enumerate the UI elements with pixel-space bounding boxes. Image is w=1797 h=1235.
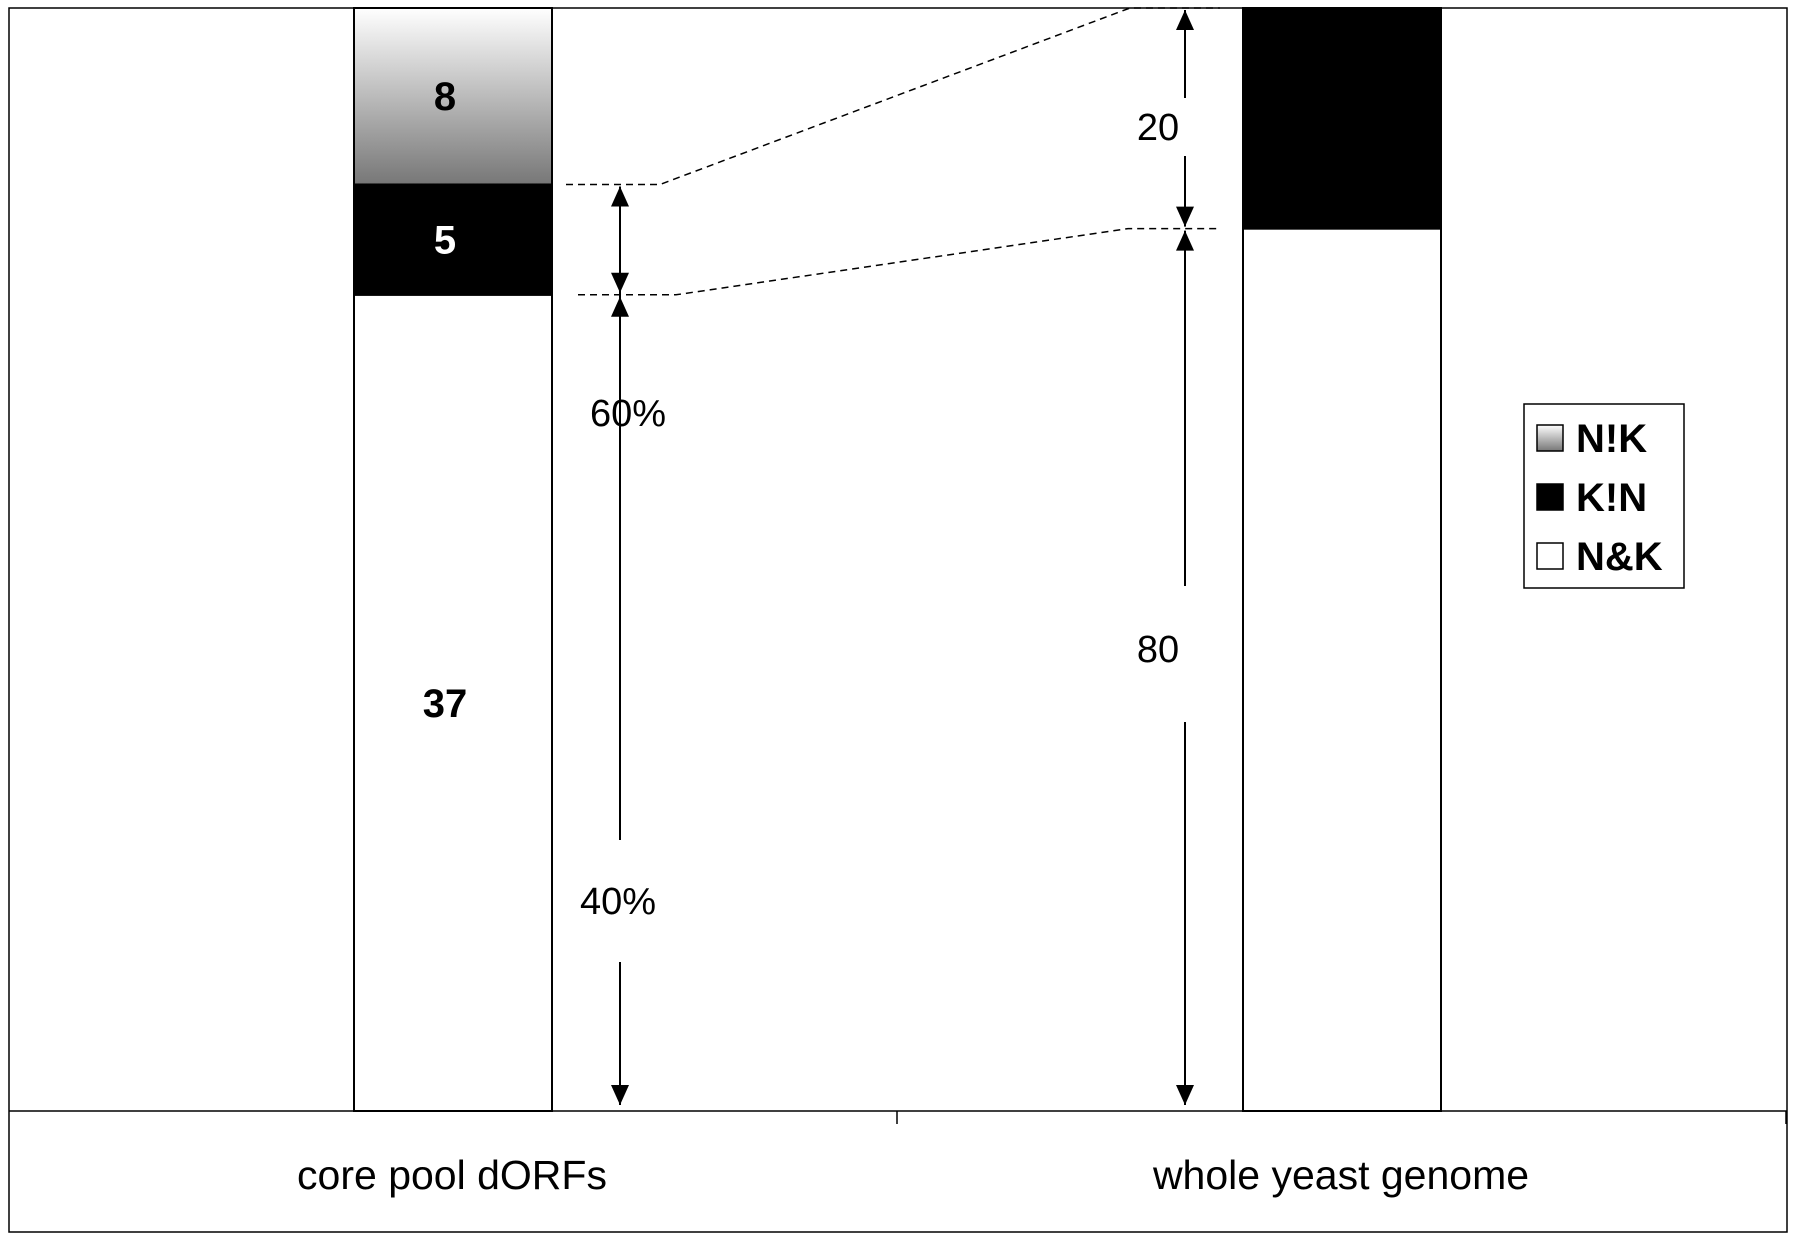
- dimension-annotation: 20: [1137, 107, 1179, 149]
- annotations-group: 60% 40% 20 80: [580, 107, 1179, 923]
- arrowhead-up: [1176, 230, 1194, 251]
- bar-segment-nk: [353, 293, 553, 1112]
- arrowhead-up: [1176, 10, 1194, 30]
- legend-swatch: [1536, 542, 1564, 570]
- bar-segment-nk: [353, 7, 553, 186]
- dimension-annotation: 60%: [590, 393, 666, 435]
- category-labels-group: core pool dORFs whole yeast genome: [297, 1152, 1529, 1198]
- plot-area: [8, 7, 1788, 1233]
- dimension-annotation: 80: [1137, 629, 1179, 671]
- arrowhead-down: [1176, 206, 1194, 227]
- legend-label: N!K: [1576, 417, 1647, 461]
- category-label: core pool dORFs: [297, 1152, 607, 1198]
- legend-swatch: [1536, 483, 1564, 511]
- bars-group: 37 5 8: [353, 7, 1442, 1113]
- legend: N!K K!N N&K: [1523, 403, 1685, 589]
- connector-line: [578, 227, 1220, 296]
- arrowhead-down: [611, 1085, 629, 1105]
- arrowhead-up: [611, 296, 629, 317]
- arrowhead-down: [1176, 1085, 1194, 1105]
- legend-label: K!N: [1576, 476, 1647, 520]
- bar-segment-nk: [1242, 227, 1442, 1113]
- bar-value-label: 8: [434, 75, 456, 119]
- bar-value-label: 5: [434, 219, 456, 263]
- plot-frame: [8, 7, 1788, 1233]
- legend-label: N&K: [1576, 535, 1663, 579]
- dimension-annotation: 40%: [580, 881, 656, 923]
- connectors-group: [566, 7, 1220, 296]
- connector-line: [566, 7, 1220, 186]
- arrows-group: [611, 10, 1194, 1105]
- bar-value-label: 37: [423, 682, 468, 726]
- bar-segment-kn: [1242, 7, 1442, 230]
- legend-swatch: [1536, 424, 1564, 452]
- category-label: whole yeast genome: [1152, 1152, 1529, 1198]
- arrowhead-down: [611, 272, 629, 293]
- arrowhead-up: [611, 186, 629, 207]
